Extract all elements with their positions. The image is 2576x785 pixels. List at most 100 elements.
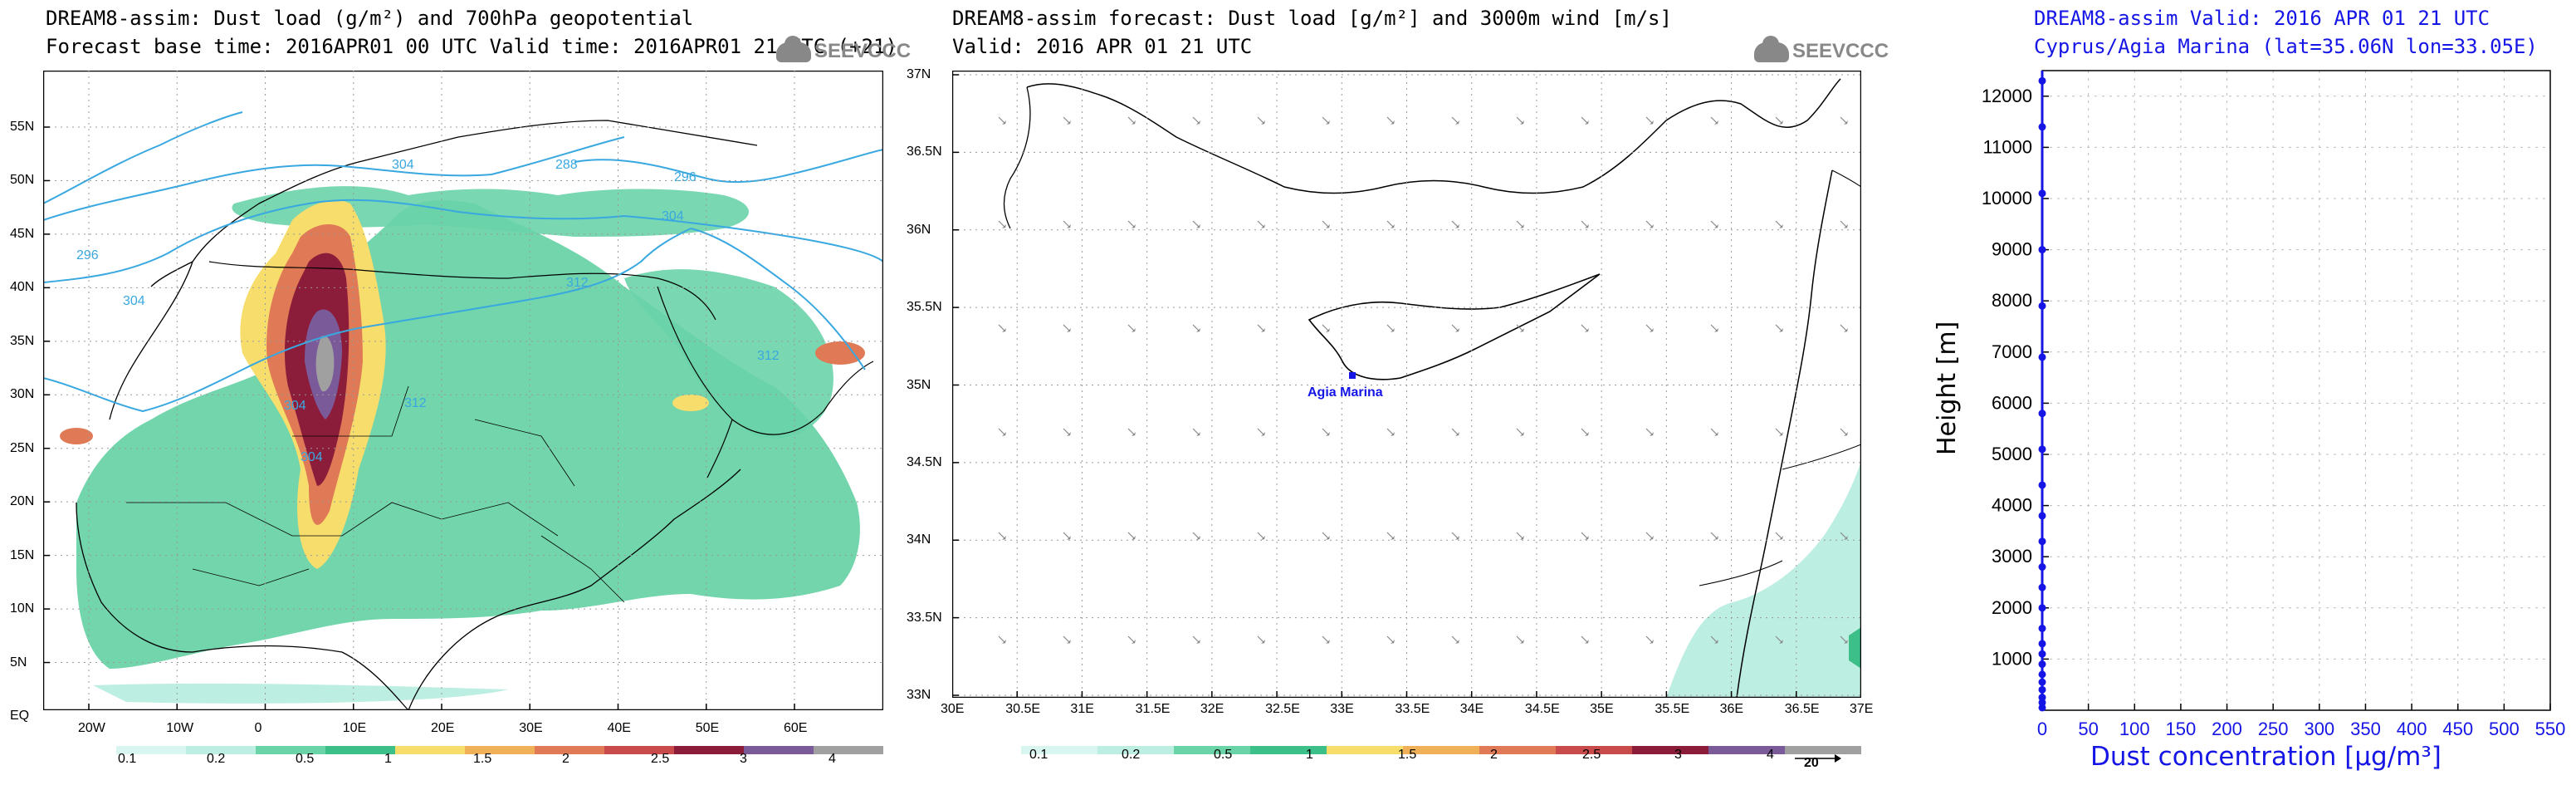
profile-y-tick: 6000 (1992, 392, 2032, 413)
panel2-colorbar-label: 4 (1767, 748, 1774, 762)
panel1-colorbar-label: 1.5 (473, 752, 492, 766)
panel2-colorbar-label: 0.2 (1122, 748, 1141, 762)
wind-arrow-head (1261, 432, 1265, 436)
coastline-arabia (657, 286, 874, 478)
wind-arrow-head (1132, 640, 1136, 644)
contour-label: 296 (674, 170, 697, 184)
profile-point (2038, 76, 2046, 85)
wind-arrow-head (1391, 640, 1395, 644)
profile-point (2038, 189, 2046, 198)
panel2-lat-tick: 37N (907, 67, 931, 81)
wind-arrow-head (1261, 120, 1265, 125)
wind-arrow-head (1326, 224, 1330, 228)
panel2-colorbar-label: 2 (1490, 748, 1498, 762)
profile-y-tick: 2000 (1992, 597, 2032, 618)
profile-x-tick: 100 (2119, 719, 2150, 739)
panel1-colorbar (116, 742, 884, 754)
panel1-lat-tick: 10N (10, 601, 35, 616)
wind-arrow-head (1650, 120, 1654, 125)
wind-arrow-head (1714, 536, 1718, 540)
colorbar-swatch (1556, 746, 1633, 754)
wind-arrow-head (1844, 224, 1848, 228)
panel1-lon-tick: 20E (431, 721, 455, 735)
panel2-logo: SEEVCCC (1754, 35, 1889, 63)
wind-arrow-head (1650, 224, 1654, 228)
contour-label: 312 (757, 349, 780, 363)
dust-region-green-3 (624, 269, 833, 439)
wind-arrow-head (1391, 224, 1395, 228)
profile-y-tick: 5000 (1992, 444, 2032, 464)
dust-region-light-2 (1666, 461, 1861, 698)
wind-arrow-head (1585, 432, 1589, 436)
panel2-lat-tick: 33.5N (907, 610, 942, 625)
panel1-lat-tick: 40N (10, 280, 35, 295)
wind-arrow-head (1196, 536, 1200, 540)
profile-point (2038, 123, 2046, 131)
wind-arrow-head (1391, 120, 1395, 125)
panel1-lon-tick: 20W (78, 721, 105, 735)
panel1-colorbar-label: 0.1 (118, 752, 137, 766)
profile-point (2038, 640, 2046, 648)
contour-label: 288 (555, 158, 578, 172)
wind-arrow-head (1779, 536, 1783, 540)
colorbar-swatch (1097, 746, 1175, 754)
panel1-lon-tick: 60E (784, 721, 808, 735)
contour-label: 304 (392, 158, 414, 172)
wind-arrow-head (1261, 224, 1265, 228)
panel2-lon-tick: 37E (1850, 702, 1874, 716)
panel3-title: DREAM8-assim Valid: 2016 APR 01 21 UTC (2034, 7, 2490, 30)
wind-arrow-head (1520, 432, 1524, 436)
panel2-colorbar-label: 3 (1674, 748, 1682, 762)
panel1-lat-tick: 25N (10, 440, 35, 455)
dust-region-green-4 (1849, 627, 1861, 669)
profile-point (2038, 704, 2046, 712)
wind-arrow-head (1132, 328, 1136, 332)
colorbar-swatch (1327, 746, 1404, 754)
dust-hotspot-3 (60, 428, 93, 444)
wind-arrow-head (1391, 432, 1395, 436)
coastline-turkey (1026, 78, 1841, 194)
panel1-lon-tick: 40E (607, 721, 631, 735)
profile-point (2038, 624, 2046, 632)
panel1-lon-tick: 30E (519, 721, 543, 735)
panel2-map: Agia Marina (952, 71, 1861, 698)
panel2-colorbar-label: 1.5 (1398, 748, 1417, 762)
profile-point (2038, 481, 2046, 489)
profile-point (2038, 410, 2046, 418)
panel1-map: 304 288 296 304 296 304 312 312 304 312 304 (43, 71, 883, 710)
profile-x-tick: 350 (2350, 719, 2381, 739)
wind-arrow-head (1585, 536, 1589, 540)
panel2-colorbar-label: 0.5 (1214, 748, 1233, 762)
contour-label: 304 (301, 450, 323, 464)
panel2-lon-tick: 30.5E (1005, 702, 1041, 716)
profile-point (2038, 512, 2046, 520)
panel1-lat-tick: 15N (10, 547, 35, 562)
wind-arrow-head (1326, 432, 1330, 436)
wind-arrow-head (1132, 224, 1136, 228)
colorbar1-svg (116, 746, 884, 754)
map1-svg: 304 288 296 304 296 304 312 312 304 312 304 (43, 71, 883, 710)
panel1-lat-tick: 5N (10, 655, 27, 670)
panel2-lon-tick: 33.5E (1395, 702, 1430, 716)
wind-arrow-head (1067, 328, 1071, 332)
dust-core-grey (315, 336, 335, 392)
panel2-lat-tick: 36N (907, 222, 931, 237)
panel1-colorbar-label: 0.5 (296, 752, 315, 766)
panel1-lat-tick: 20N (10, 494, 35, 509)
contour-label: 304 (123, 294, 145, 308)
wind-arrow-head (1067, 536, 1071, 540)
wind-arrow-head (1779, 328, 1783, 332)
wind-arrow-head (1002, 536, 1006, 540)
panel2-lon-tick: 35E (1590, 702, 1614, 716)
profile-point (2038, 563, 2046, 572)
wind-arrow-head (1002, 224, 1006, 228)
colorbar-swatch (395, 746, 466, 754)
panel2-lat-tick: 34N (907, 532, 931, 547)
wind-arrow-head (1067, 224, 1071, 228)
profile-frame (2041, 70, 2551, 711)
coastline-mediterranean (208, 261, 716, 321)
coastline-europe (109, 120, 758, 420)
wind-arrow-head (1714, 328, 1718, 332)
colorbar-swatch (256, 746, 326, 754)
wind-arrow-head (1779, 432, 1783, 436)
